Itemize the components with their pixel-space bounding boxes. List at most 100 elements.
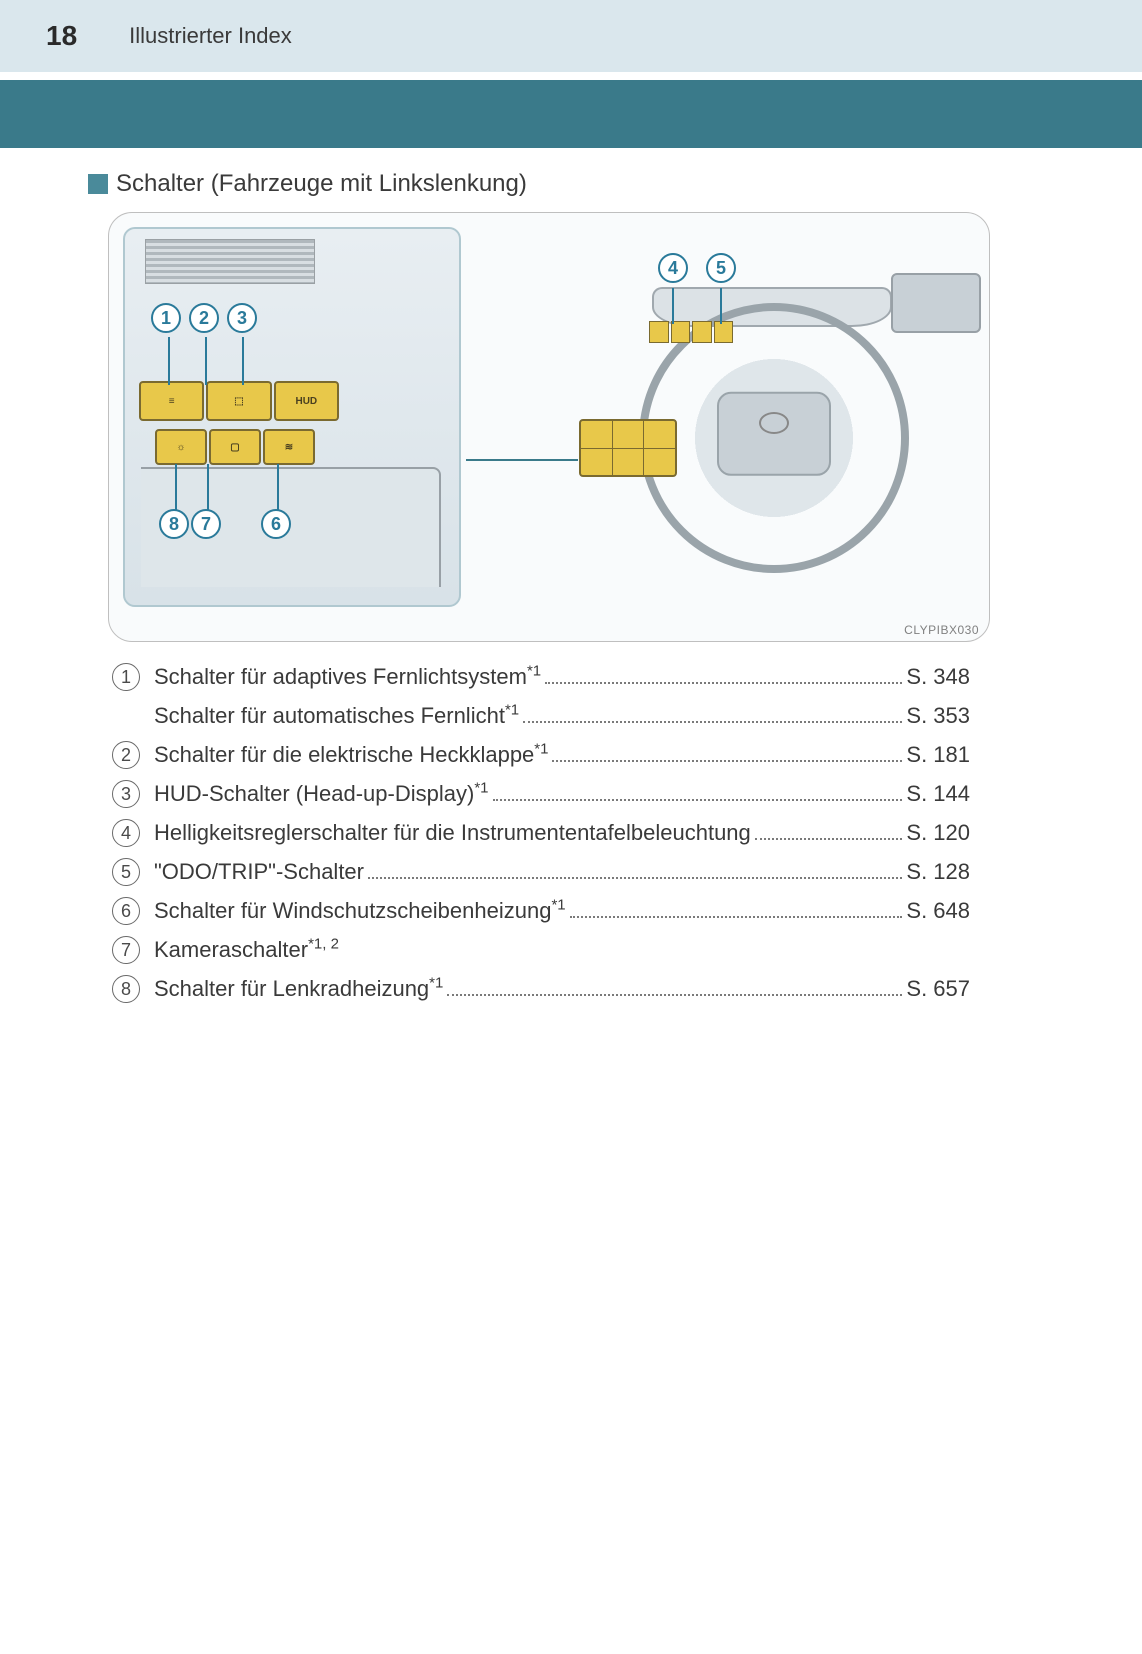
item-text: Schalter für Windschutzscheibenheizung*1 [154, 894, 566, 927]
switch-row-top: ≡ ⬚ HUD [139, 381, 339, 421]
item-body: Schalter für Windschutzscheibenheizung*1… [154, 894, 970, 927]
tailgate-switch: ⬚ [206, 381, 271, 421]
leader-dots [523, 721, 902, 723]
index-row: 4 Helligkeitsreglerschalter für die Instr… [112, 816, 970, 849]
overhead-btn [714, 321, 734, 343]
item-number: 5 [112, 858, 140, 886]
overhead-btn [692, 321, 712, 343]
index-row: 6 Schalter für Windschutzscheibenheizung*… [112, 894, 970, 927]
item-number: 4 [112, 819, 140, 847]
item-body: HUD-Schalter (Head-up-Display)*1 S. 144 [154, 777, 970, 810]
index-listing: 1 Schalter für adaptives Fernlichtsystem*… [112, 660, 970, 1005]
page-reference: S. 657 [906, 972, 970, 1005]
inset-detail: ≡ ⬚ HUD ☼ ▢ ≋ [123, 227, 461, 607]
square-bullet-icon [88, 174, 108, 194]
index-row: 7 Kameraschalter*1, 2 [112, 933, 970, 966]
callout-8: 8 [159, 509, 189, 539]
item-number: 2 [112, 741, 140, 769]
page-reference: S. 353 [906, 699, 970, 732]
item-number: 8 [112, 975, 140, 1003]
page-reference: S. 144 [906, 777, 970, 810]
item-text: Schalter für Lenkradheizung*1 [154, 972, 443, 1005]
highlighted-switch-panel [579, 419, 677, 477]
item-number: 3 [112, 780, 140, 808]
connector-line [466, 459, 578, 461]
footnote-marker: *1, 2 [308, 936, 339, 953]
content-area: Schalter (Fahrzeuge mit Linkslenkung) ≡ … [0, 148, 1142, 1005]
footnote-marker: *1 [505, 702, 519, 719]
leader-dots [447, 994, 902, 996]
dashboard-overview [479, 233, 975, 611]
leader-dots [755, 838, 903, 840]
item-body: Kameraschalter*1, 2 [154, 933, 970, 966]
section-title-row: Schalter (Fahrzeuge mit Linkslenkung) [88, 170, 1042, 198]
item-text: "ODO/TRIP"-Schalter [154, 855, 364, 888]
leader-line [168, 337, 170, 385]
callout-1: 1 [151, 303, 181, 333]
footnote-marker: *1 [429, 975, 443, 992]
page-reference: S. 120 [906, 816, 970, 849]
overhead-btn [671, 321, 691, 343]
page-reference: S. 348 [906, 660, 970, 693]
callout-6: 6 [261, 509, 291, 539]
page-reference: S. 128 [906, 855, 970, 888]
footnote-marker: *1 [534, 741, 548, 758]
header-title: Illustrierter Index [129, 23, 292, 49]
item-text: Schalter für die elektrische Heckklappe*… [154, 738, 548, 771]
footnote-marker: *1 [474, 780, 488, 797]
item-number: 1 [112, 663, 140, 691]
dashboard-diagram: ≡ ⬚ HUD ☼ ▢ ≋ 1 2 3 8 7 6 [108, 212, 990, 642]
section-title: Schalter (Fahrzeuge mit Linkslenkung) [116, 170, 527, 198]
item-text: Schalter für automatisches Fernlicht*1 [154, 699, 519, 732]
leader-line [277, 464, 279, 512]
camera-switch: ▢ [209, 429, 261, 465]
index-row: 2 Schalter für die elektrische Heckklappe… [112, 738, 970, 771]
item-number: 6 [112, 897, 140, 925]
leader-line [672, 288, 674, 324]
footnote-marker: *1 [551, 897, 565, 914]
overhead-switch-group [649, 321, 733, 343]
item-body: Schalter für Lenkradheizung*1 S. 657 [154, 972, 970, 1005]
steering-heat-switch: ☼ [155, 429, 207, 465]
leader-line [205, 337, 207, 385]
page-number: 18 [46, 20, 77, 52]
leader-dots [545, 682, 902, 684]
highbeam-switch: ≡ [139, 381, 204, 421]
leader-dots [368, 877, 902, 879]
index-row: 1 Schalter für adaptives Fernlichtsystem*… [112, 660, 970, 693]
steering-wheel [639, 303, 909, 573]
leader-dots [493, 799, 903, 801]
footnote-marker: *1 [527, 663, 541, 680]
callout-2: 2 [189, 303, 219, 333]
leader-line [175, 464, 177, 512]
item-text: Schalter für adaptives Fernlichtsystem*1 [154, 660, 541, 693]
callout-5: 5 [706, 253, 736, 283]
color-banner [0, 80, 1142, 148]
leader-dots [570, 916, 903, 918]
item-text: Helligkeitsreglerschalter für die Instru… [154, 816, 751, 849]
item-number: 7 [112, 936, 140, 964]
emblem-icon [759, 412, 789, 434]
index-row: 5 "ODO/TRIP"-Schalter S. 128 [112, 855, 970, 888]
leader-line [207, 464, 209, 512]
hud-switch: HUD [274, 381, 339, 421]
item-body: Helligkeitsreglerschalter für die Instru… [154, 816, 970, 849]
center-display [891, 273, 981, 333]
diagram-code: CLYPIBX030 [904, 623, 979, 637]
windshield-heat-switch: ≋ [263, 429, 315, 465]
index-row: Schalter für automatisches Fernlicht*1 S.… [112, 699, 970, 732]
item-body: Schalter für adaptives Fernlichtsystem*1… [154, 660, 970, 693]
item-body: "ODO/TRIP"-Schalter S. 128 [154, 855, 970, 888]
callout-4: 4 [658, 253, 688, 283]
item-text: HUD-Schalter (Head-up-Display)*1 [154, 777, 489, 810]
page-reference: S. 181 [906, 738, 970, 771]
index-row: 8 Schalter für Lenkradheizung*1 S. 657 [112, 972, 970, 1005]
item-body: Schalter für die elektrische Heckklappe*… [154, 738, 970, 771]
air-vent [145, 239, 315, 284]
leader-dots [552, 760, 902, 762]
page-header: 18 Illustrierter Index [0, 0, 1142, 72]
item-text: Kameraschalter*1, 2 [154, 933, 339, 966]
page-reference: S. 648 [906, 894, 970, 927]
callout-3: 3 [227, 303, 257, 333]
item-body: Schalter für automatisches Fernlicht*1 S.… [154, 699, 970, 732]
